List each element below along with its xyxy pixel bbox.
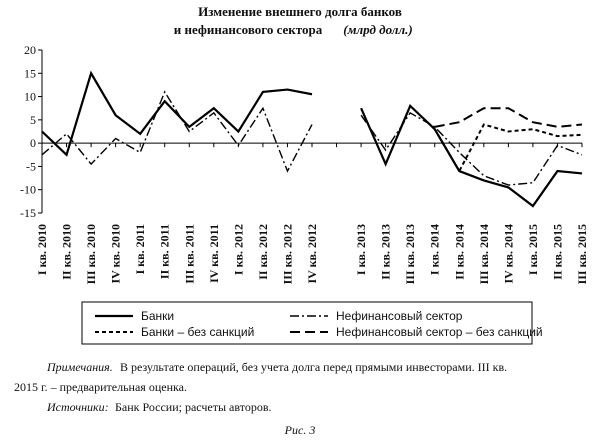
- y-tick-label: 10: [24, 90, 36, 104]
- series-line: [41, 70, 583, 208]
- x-tick-label: III кв. 2012: [280, 224, 294, 284]
- source-label: Источники:: [46, 400, 109, 414]
- x-tick-label: II кв. 2012: [256, 224, 270, 280]
- x-tick-label: IV кв. 2014: [501, 224, 515, 284]
- x-tick-label: I кв. 2013: [354, 224, 368, 275]
- chart-title: и нефинансового сектора: [174, 22, 323, 37]
- note: 2015 г. – предварительная оценка.: [14, 380, 187, 394]
- x-tick-label: I кв. 2011: [133, 224, 147, 274]
- x-tick-label: IV кв. 2011: [207, 224, 221, 283]
- x-tick-label: IV кв. 2012: [305, 224, 319, 284]
- series-line: [433, 123, 583, 174]
- y-tick-label: -10: [20, 183, 36, 197]
- caption: Рис. 3: [284, 423, 316, 437]
- x-tick-label: II кв. 2015: [550, 224, 564, 280]
- chart-unit: (млрд долл.): [343, 22, 412, 37]
- note-label: Примечания.: [46, 360, 113, 374]
- x-tick-label: I кв. 2010: [35, 224, 49, 275]
- series-line: [41, 90, 583, 186]
- y-tick-label: 15: [24, 66, 36, 80]
- x-tick-label: II кв. 2010: [60, 224, 74, 280]
- x-tick-label: II кв. 2013: [379, 224, 393, 280]
- x-tick-label: III кв. 2014: [477, 224, 491, 284]
- x-tick-label: I кв. 2015: [526, 224, 540, 275]
- legend-box: [81, 301, 533, 345]
- legend-label: Банки: [141, 309, 174, 323]
- x-tick-label: I кв. 2012: [231, 224, 245, 275]
- source: Банк России; расчеты авторов.: [115, 400, 272, 414]
- legend-label: Нефинансовый сектор: [336, 309, 463, 323]
- y-tick-label: -15: [20, 206, 36, 220]
- x-tick-label: I кв. 2014: [428, 224, 442, 275]
- y-tick-label: -5: [26, 159, 36, 173]
- y-tick-label: 20: [24, 43, 36, 57]
- series-line: [434, 107, 583, 128]
- chart-title: Изменение внешнего долга банков: [198, 4, 402, 19]
- x-tick-label: III кв. 2015: [575, 224, 589, 284]
- y-tick-label: 0: [30, 136, 36, 150]
- note: В результате операций, без учета долга п…: [120, 360, 507, 374]
- legend-label: Банки – без санкций: [141, 325, 254, 339]
- x-tick-label: III кв. 2011: [182, 224, 196, 284]
- x-tick-label: IV кв. 2010: [109, 224, 123, 284]
- x-tick-label: II кв. 2014: [452, 224, 466, 280]
- x-tick-label: III кв. 2013: [403, 224, 417, 284]
- x-tick-label: II кв. 2011: [158, 224, 172, 279]
- x-tick-label: III кв. 2010: [84, 224, 98, 284]
- legend-label: Нефинансовый сектор – без санкций: [336, 325, 543, 339]
- y-tick-label: 5: [30, 113, 36, 127]
